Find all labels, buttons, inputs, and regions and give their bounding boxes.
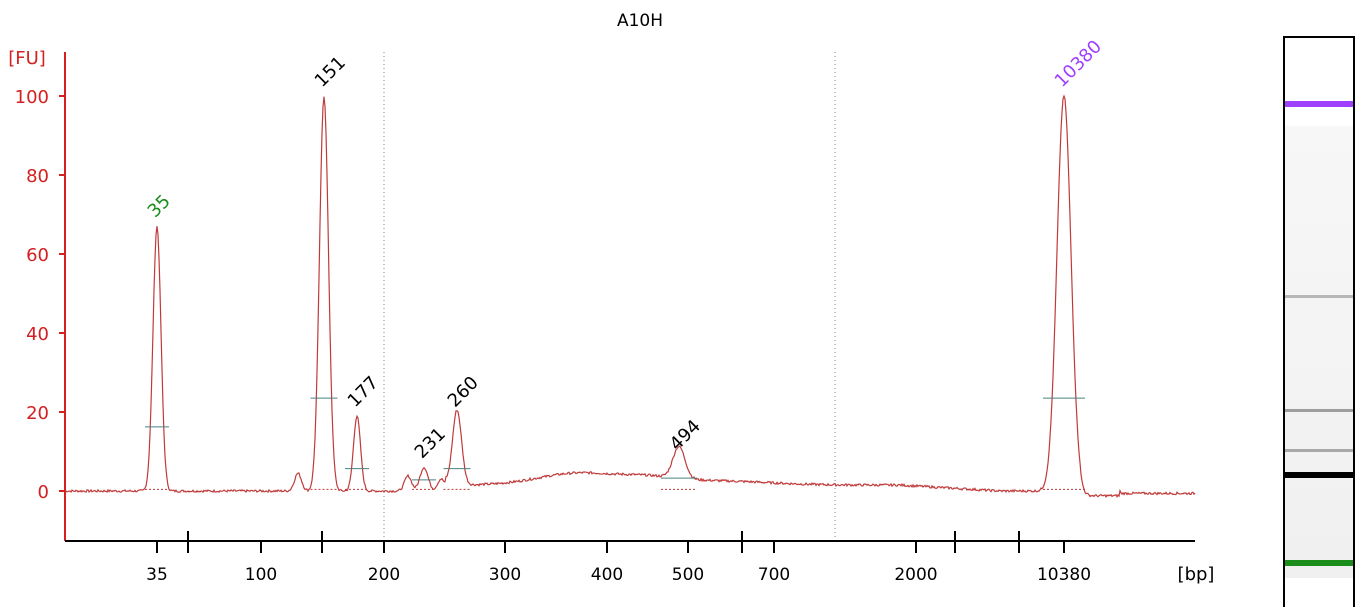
y-tick-label-20: 20 bbox=[26, 403, 49, 424]
peak-label-151: 151 bbox=[311, 52, 350, 91]
gel-lane-body bbox=[1285, 126, 1353, 578]
peak-label-177: 177 bbox=[344, 372, 383, 411]
y-tick-label-40: 40 bbox=[26, 324, 49, 345]
x-tick-label-500: 500 bbox=[672, 565, 704, 585]
y-tick-label-0: 0 bbox=[38, 482, 49, 503]
peak-label-35: 35 bbox=[144, 191, 175, 222]
gel-band-0 bbox=[1285, 101, 1353, 107]
chart-title: A10H bbox=[617, 11, 663, 31]
gel-band-2 bbox=[1285, 409, 1353, 412]
x-tick-label-100: 100 bbox=[245, 565, 277, 585]
x-tick-label-700: 700 bbox=[758, 565, 790, 585]
y-tick-label-60: 60 bbox=[26, 245, 49, 266]
y-axis-label: [FU] bbox=[8, 48, 46, 69]
y-tick-label-80: 80 bbox=[26, 166, 49, 187]
gel-band-5 bbox=[1285, 560, 1353, 566]
x-tick-label-10380: 10380 bbox=[1037, 565, 1091, 585]
x-tick-label-2000: 2000 bbox=[894, 565, 937, 585]
x-tick-label-300: 300 bbox=[489, 565, 521, 585]
peak-label-231: 231 bbox=[411, 424, 450, 463]
x-tick-label-400: 400 bbox=[591, 565, 623, 585]
x-axis-label: [bp] bbox=[1178, 564, 1215, 585]
x-tick-label-35: 35 bbox=[146, 565, 168, 585]
gel-band-3 bbox=[1285, 449, 1353, 452]
gel-band-4 bbox=[1285, 472, 1353, 478]
peak-label-494: 494 bbox=[666, 416, 705, 455]
gel-lane bbox=[1283, 36, 1355, 607]
trace-line bbox=[64, 94, 1196, 499]
peak-label-260: 260 bbox=[444, 372, 483, 411]
peak-label-10380: 10380 bbox=[1051, 36, 1106, 91]
y-tick-label-100: 100 bbox=[15, 87, 49, 108]
gel-band-1 bbox=[1285, 295, 1353, 298]
x-tick-label-200: 200 bbox=[368, 565, 400, 585]
